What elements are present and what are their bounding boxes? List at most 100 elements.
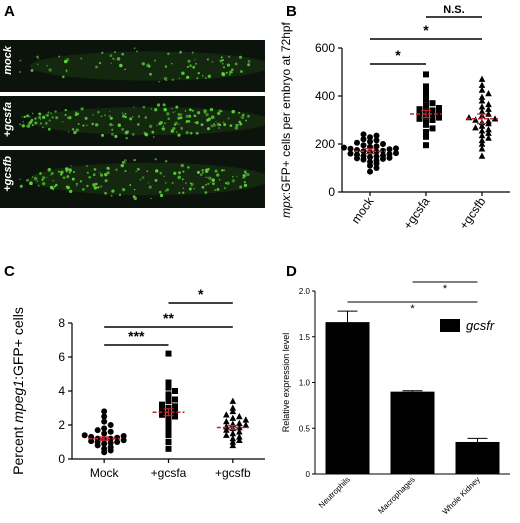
panel-letter-c: C: [4, 263, 15, 280]
fluorescent-cell: [189, 131, 193, 135]
fluorescent-cell: [228, 55, 231, 58]
y-tick-label: 0: [306, 470, 311, 479]
fluorescent-cell: [133, 196, 137, 201]
fluorescent-cell: [25, 125, 28, 127]
fluorescent-cell: [171, 107, 173, 110]
fluorescent-cell: [28, 115, 31, 118]
fluorescent-cell: [208, 176, 212, 180]
fluorescent-cell: [222, 62, 224, 65]
data-point: [229, 438, 237, 445]
data-point: [165, 422, 172, 428]
data-point: [478, 97, 486, 104]
fluorescent-cell: [240, 70, 243, 73]
data-point: [429, 112, 436, 119]
fluorescent-cell: [175, 131, 178, 133]
fluorescent-cell: [114, 59, 116, 61]
fluorescent-cell: [41, 178, 44, 181]
fluorescent-cell: [236, 175, 238, 177]
fluorescent-cell: [199, 173, 203, 177]
data-point: [165, 439, 172, 445]
fluorescent-cell: [82, 188, 85, 191]
fluorescent-cell: [165, 182, 167, 184]
data-point: [101, 418, 108, 425]
fluorescent-cell: [224, 182, 228, 185]
fluorescent-cell: [196, 170, 200, 174]
fluorescent-cell: [240, 115, 245, 120]
fluorescent-cell: [197, 111, 201, 115]
fluorescent-cell: [48, 68, 52, 72]
fluorescent-cell: [124, 113, 127, 115]
fluorescent-cell: [173, 123, 176, 126]
fluorescent-cell: [68, 116, 72, 120]
fluorescent-cell: [45, 176, 48, 179]
fluorescent-cell: [117, 123, 121, 127]
fluorescent-cell: [205, 77, 207, 79]
fluorescent-cell: [191, 185, 193, 187]
data-point: [165, 415, 172, 422]
x-tick-label: +gcsfa: [401, 194, 433, 232]
y-tick-label: 0: [328, 185, 335, 199]
fluorescent-cell: [110, 194, 113, 197]
data-point: [165, 427, 172, 434]
data-point: [101, 430, 108, 437]
fluorescent-cell: [38, 112, 41, 115]
y-axis-label: mpx:GFP+ cells per embryo at 72hpf: [279, 21, 293, 217]
fluorescent-cell: [74, 113, 78, 117]
data-point: [165, 391, 172, 398]
fluorescent-cell: [205, 170, 208, 174]
fluorescent-cell: [195, 62, 197, 65]
fluorescent-cell: [47, 127, 51, 131]
fluorescent-cell: [147, 182, 149, 184]
fluorescent-cell: [36, 180, 39, 183]
fluorescent-cell: [26, 114, 30, 118]
fluorescent-cell: [205, 112, 209, 117]
fluorescent-cell: [209, 181, 212, 184]
data-point: [380, 141, 386, 147]
fluorescent-cell: [220, 110, 223, 113]
fluorescent-cell: [152, 135, 155, 138]
fluorescent-cell: [66, 175, 70, 179]
data-point: [172, 408, 178, 415]
fluorescent-cell: [154, 59, 156, 62]
fluorescent-cell: [104, 179, 108, 183]
data-point: [236, 419, 243, 426]
fish-label-gcsfb: +gcsfb: [2, 156, 14, 192]
data-point: [223, 411, 230, 418]
fluorescent-cell: [148, 185, 152, 189]
fluorescent-cell: [191, 109, 194, 112]
data-point: [114, 439, 121, 445]
fluorescent-cell: [247, 60, 251, 63]
x-tick-label: mock: [349, 194, 377, 226]
fluorescent-cell: [75, 128, 79, 132]
fluorescent-cell: [244, 172, 247, 175]
fluorescent-cell: [243, 170, 247, 174]
fluorescent-cell: [97, 110, 100, 114]
fluorescent-cell: [58, 55, 61, 58]
fluorescent-cell: [37, 184, 40, 187]
fluorescent-cell: [185, 114, 189, 119]
fluorescent-cell: [52, 180, 54, 182]
fluorescent-cell: [39, 172, 42, 175]
fluorescent-cell: [120, 163, 124, 168]
fluorescent-cell: [48, 119, 51, 122]
fluorescent-cell: [141, 62, 145, 66]
data-point: [165, 445, 172, 452]
data-point: [159, 406, 165, 413]
fluorescent-cell: [245, 175, 247, 177]
data-point: [367, 138, 373, 145]
data-point: [393, 150, 399, 157]
significance-label: ***: [128, 328, 145, 344]
data-point: [436, 114, 442, 121]
fluorescent-cell: [177, 133, 181, 137]
fluorescent-cell: [172, 127, 176, 131]
fluorescent-cell: [39, 122, 43, 125]
fluorescent-cell: [210, 124, 214, 128]
fluorescent-cell: [37, 63, 39, 66]
fluorescent-cell: [163, 122, 167, 125]
fluorescent-cell: [162, 103, 166, 107]
data-point: [101, 408, 108, 415]
fluorescent-cell: [170, 129, 174, 133]
fluorescent-cell: [42, 115, 46, 120]
fluorescent-cell: [68, 171, 71, 174]
fluorescent-cell: [181, 178, 184, 181]
